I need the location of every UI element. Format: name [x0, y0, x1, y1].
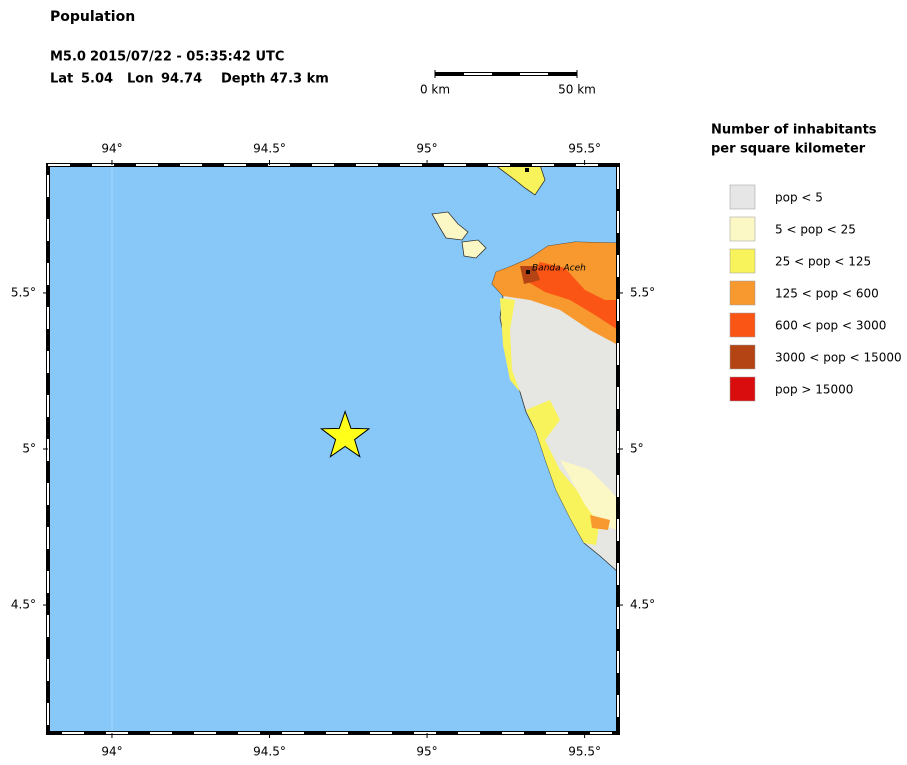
x-tick-label: 95° — [416, 745, 437, 759]
legend-swatch — [729, 344, 756, 370]
x-tick-label: 95.5° — [568, 745, 601, 759]
legend-label: 25 < pop < 125 — [775, 255, 871, 269]
legend-swatch — [729, 248, 756, 274]
map-area — [48, 164, 619, 733]
lat: 5.04 — [81, 72, 113, 87]
lon: 94.74 — [161, 72, 202, 87]
legend-swatch — [729, 376, 756, 402]
datetime: 2015/07/22 - 05:35:42 UTC — [90, 50, 284, 65]
legend-label: 600 < pop < 3000 — [775, 319, 886, 333]
y-tick-label: 5.5° — [630, 285, 655, 299]
lat-label: Lat — [50, 72, 73, 87]
legend-label: pop > 15000 — [775, 383, 853, 397]
scale-end: 50 km — [558, 83, 596, 97]
x-tick-label: 94° — [101, 745, 122, 759]
y-tick-label: 4.5° — [11, 598, 36, 612]
y-tick-label: 4.5° — [630, 598, 655, 612]
legend-label: 5 < pop < 25 — [775, 223, 856, 237]
lon-label: Lon — [127, 72, 153, 87]
x-tick-label: 94.5° — [253, 745, 286, 759]
legend-label: 3000 < pop < 15000 — [775, 351, 902, 365]
x-tick-label: 95° — [416, 142, 437, 156]
city-label: Banda Aceh — [532, 264, 586, 274]
legend-label: pop < 5 — [775, 191, 823, 205]
y-tick-label: 5° — [22, 442, 36, 456]
depth: 47.3 km — [270, 72, 329, 87]
legend-title: Number of inhabitants — [711, 123, 877, 138]
y-tick-label: 5.5° — [11, 285, 36, 299]
legend-swatch — [729, 312, 756, 338]
y-tick-label: 5° — [630, 442, 644, 456]
legend: pop < 5 5 < pop < 25 25 < pop < 125 125 < p… — [729, 184, 902, 402]
depth-label: Depth — [221, 72, 265, 87]
x-tick-label: 94° — [101, 142, 122, 156]
legend-swatch — [729, 216, 756, 242]
legend-label: 125 < pop < 600 — [775, 287, 879, 301]
x-tick-label: 94.5° — [253, 142, 286, 156]
magnitude: M5.0 — [50, 50, 86, 65]
legend-swatch — [729, 280, 756, 306]
scale-start: 0 km — [420, 83, 450, 97]
title: Population — [50, 9, 135, 25]
epicenter — [319, 409, 371, 458]
scale-bar — [434, 70, 578, 78]
legend-swatch — [729, 184, 756, 210]
legend-title: per square kilometer — [711, 142, 866, 157]
x-tick-label: 95.5° — [568, 142, 601, 156]
